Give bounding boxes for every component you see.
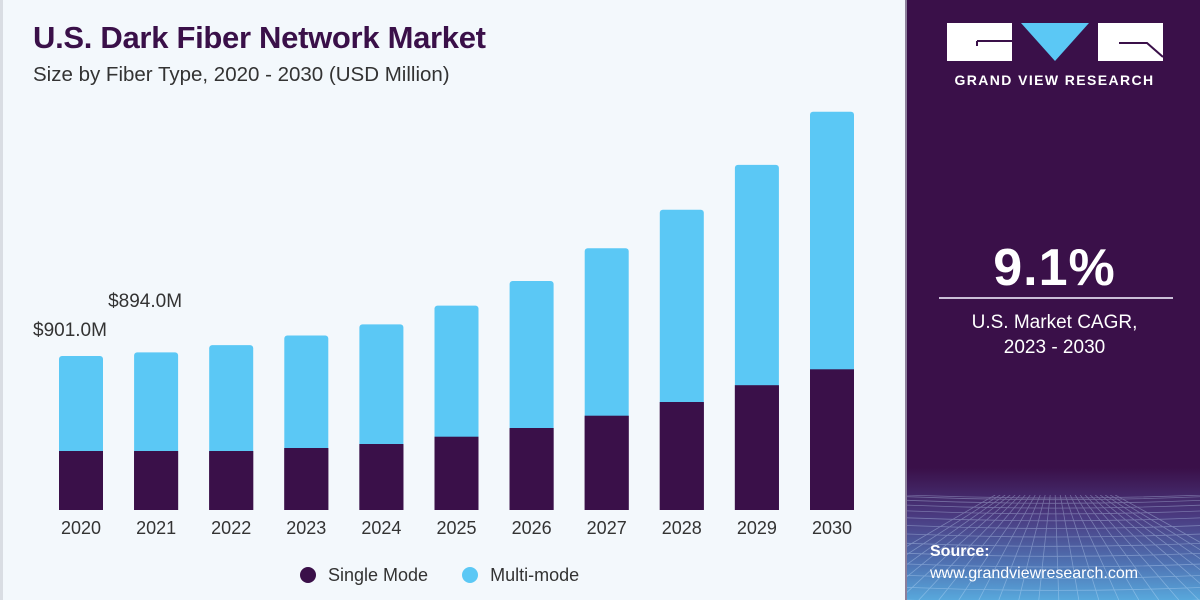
bar-single-mode-overlay-2028 (659, 402, 704, 510)
x-tick-label-2025: 2025 (436, 518, 476, 538)
bar-single-mode-overlay-2024 (359, 444, 404, 510)
cagr-label-line1: U.S. Market CAGR, (971, 312, 1138, 333)
bar-single-mode-overlay-2021 (134, 451, 179, 510)
bar-multi-mode-2021 (134, 352, 179, 454)
x-tick-label-2020: 2020 (61, 518, 101, 538)
legend: Single Mode Multi-mode (300, 562, 579, 588)
legend-item-multi-mode: Multi-mode (462, 565, 579, 586)
legend-item-single-mode: Single Mode (300, 565, 428, 586)
chart-area: U.S. Dark Fiber Network Market Size by F… (0, 0, 854, 600)
annotations: $901.0M$894.0M (33, 291, 182, 341)
bar-single-mode-overlay-2030 (810, 369, 854, 510)
brand-name: GRAND VIEW RESEARCH (954, 72, 1155, 88)
bars-group (59, 111, 854, 510)
bar-multi-mode-2023 (284, 335, 329, 451)
bar-single-mode-overlay-2029 (734, 385, 779, 510)
legend-swatch-multi-mode (462, 567, 479, 583)
bar-multi-mode-2029 (734, 164, 779, 389)
bar-single-mode-overlay-2022 (209, 451, 254, 510)
bar-multi-mode-2028 (659, 209, 704, 405)
x-tick-label-2023: 2023 (286, 518, 326, 538)
bar-multi-mode-2030 (810, 111, 854, 373)
source-url[interactable]: www.grandviewresearch.com (930, 565, 1139, 582)
bar-single-mode-overlay-2020 (59, 451, 103, 510)
legend-label-multi-mode: Multi-mode (490, 564, 580, 585)
source-label: Source: (930, 543, 990, 560)
bar-single-mode-overlay-2026 (509, 428, 554, 510)
bar-multi-mode-2024 (359, 324, 404, 447)
chart-subtitle: Size by Fiber Type, 2020 - 2030 (USD Mil… (33, 63, 450, 86)
data-label-2020: $901.0M (33, 320, 107, 341)
bar-single-mode-overlay-2027 (584, 415, 629, 510)
x-tick-labels: 2020 2021 2022 2023 2024 2025 2026 2027 2028 2029… (61, 518, 852, 538)
cagr-divider (939, 297, 1173, 299)
bar-multi-mode-2027 (584, 248, 629, 419)
cagr-value: 9.1% (993, 239, 1116, 297)
info-panel: GRAND VIEW RESEARCH 9.1% U.S. Market CAG… (905, 0, 1200, 600)
chart-title: U.S. Dark Fiber Network Market (33, 20, 486, 55)
cagr-label: U.S. Market CAGR, 2023 - 2030 (907, 310, 1200, 360)
bar-chart: 2020 2021 2022 2023 2024 2025 2026 2027 2028 2029… (33, 111, 854, 538)
bar-multi-mode-2020 (59, 356, 103, 454)
x-tick-label-2030: 2030 (812, 518, 852, 538)
bar-multi-mode-2025 (434, 305, 479, 440)
legend-swatch-single-mode (300, 567, 316, 583)
bar-multi-mode-2022 (209, 345, 254, 455)
x-tick-label-2022: 2022 (211, 518, 251, 538)
bar-multi-mode-2026 (509, 281, 554, 431)
legend-label-single-mode: Single Mode (328, 564, 429, 585)
x-tick-label-2028: 2028 (662, 518, 702, 538)
x-tick-label-2026: 2026 (512, 518, 552, 538)
x-tick-label-2029: 2029 (737, 518, 777, 538)
bar-single-mode-overlay-2025 (434, 436, 479, 510)
data-label-2021: $894.0M (108, 291, 182, 312)
bar-single-mode-overlay-2023 (284, 448, 329, 510)
x-tick-label-2024: 2024 (361, 518, 401, 538)
grand-view-research-logo (947, 23, 1163, 61)
x-tick-label-2027: 2027 (587, 518, 627, 538)
grid-background-graphic (907, 495, 1200, 600)
x-tick-label-2021: 2021 (136, 518, 176, 538)
cagr-label-line2: 2023 - 2030 (1003, 337, 1106, 358)
